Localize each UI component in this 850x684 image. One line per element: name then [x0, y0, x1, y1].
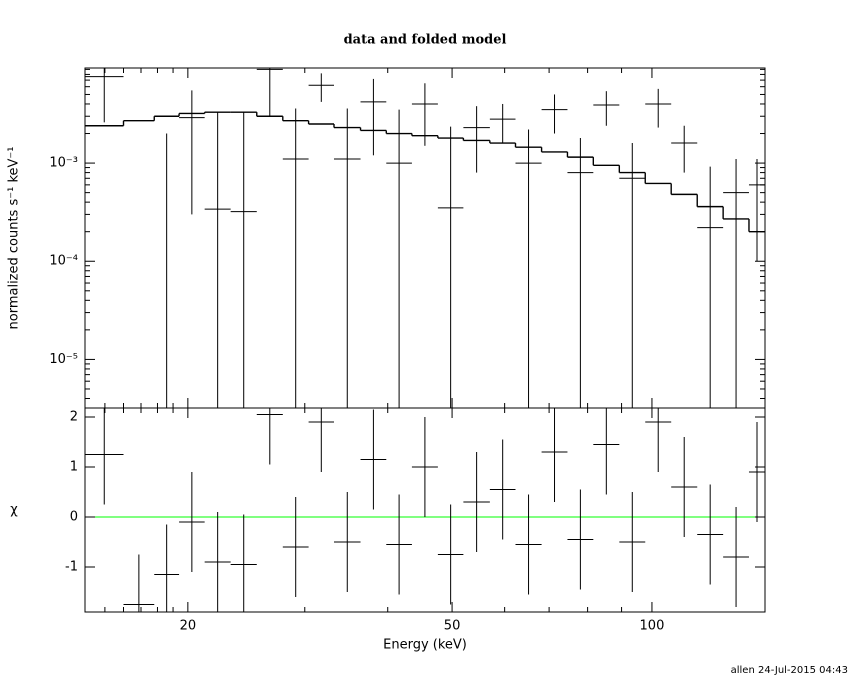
axes: 20 50 100 10⁻⁵ 10⁻⁴ 10⁻³ -1 0 1 2: [49, 67, 766, 634]
y-tick-label: 10⁻³: [49, 156, 78, 171]
y2-tick-label: 2: [70, 410, 78, 425]
bottom-frame: [84, 407, 766, 613]
y-tick-label: 10⁻⁴: [49, 254, 78, 269]
y2-tick-label: 0: [70, 510, 78, 525]
x-tick-label: 100: [640, 619, 665, 634]
y2-tick-label: -1: [65, 560, 78, 575]
x-axis-label: Energy (keV): [383, 638, 467, 653]
x-tick-label: 20: [180, 619, 197, 634]
footer: allen 24-Jul-2015 04:43: [731, 665, 848, 676]
x-tick-label: 50: [444, 619, 461, 634]
spectrum-panel: [85, 68, 765, 408]
y2-axis-label: χ: [10, 503, 18, 518]
chart-title: data and folded model: [344, 33, 507, 48]
y-tick-label: 10⁻⁵: [49, 352, 78, 367]
residual-panel: [85, 408, 765, 612]
y-axis-label: normalized counts s⁻¹ keV⁻¹: [7, 147, 22, 330]
y2-tick-label: 1: [70, 460, 78, 475]
